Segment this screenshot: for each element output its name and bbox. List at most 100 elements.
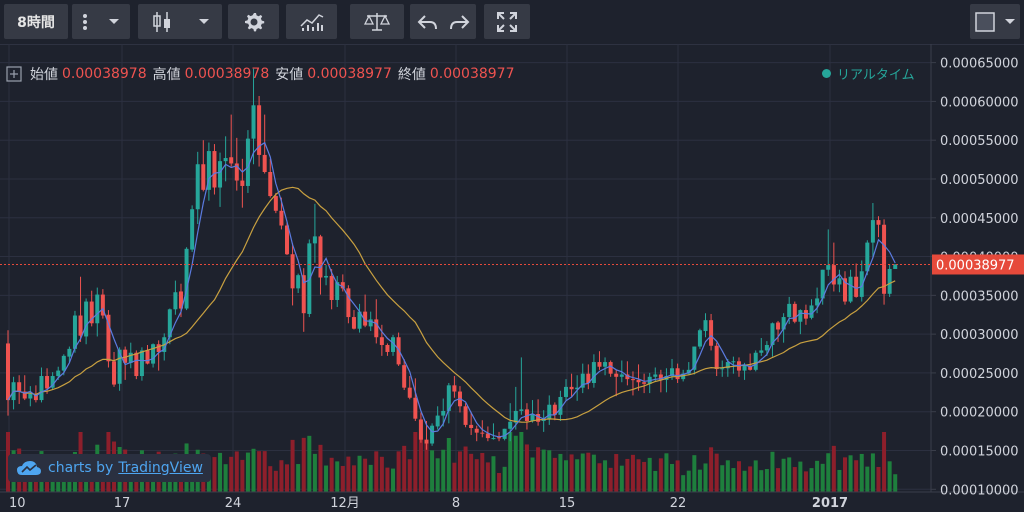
volume-bar [603, 460, 608, 492]
volume-bar [792, 467, 797, 492]
color-theme-button[interactable] [970, 4, 1020, 39]
candle-body [363, 311, 368, 326]
candle-body [848, 276, 853, 302]
candle-body [731, 361, 736, 363]
redo-icon[interactable] [449, 13, 471, 31]
candle-body [887, 268, 892, 294]
volume-bar [787, 457, 792, 492]
candle-body [619, 374, 624, 377]
settings-button[interactable] [228, 4, 279, 39]
last-price-label: 0.00038977 [936, 258, 1015, 273]
candle-body [815, 298, 820, 306]
candle-body [61, 355, 66, 371]
candle-body [112, 361, 117, 385]
candle-body [424, 439, 429, 444]
candle-body [279, 210, 284, 226]
candle-body [781, 317, 786, 330]
candle-body [435, 415, 440, 427]
candle-body [675, 368, 680, 380]
open-value: 0.00038978 [62, 66, 147, 82]
compare-button[interactable] [350, 4, 404, 39]
candle-body [630, 379, 635, 381]
candle-body [803, 310, 808, 319]
candle-body [6, 343, 10, 401]
ohlc-legend: 始値 0.00038978 高値 0.00038978 安値 0.00038977 終… [6, 64, 521, 84]
volume-bar [619, 465, 624, 492]
candle-body [519, 409, 524, 411]
candle-body [882, 224, 887, 294]
chevron-down-icon [1004, 18, 1015, 24]
candle-body [184, 248, 189, 309]
candle-body [463, 406, 468, 425]
candle-body [206, 151, 211, 190]
price-chart[interactable]: 0.00065000 0.00060000 0.00055000 0.00050000… [0, 44, 1024, 512]
candlesticks [6, 68, 898, 450]
volume-bar [753, 460, 758, 492]
volume-bar [424, 441, 429, 492]
expand-box-icon[interactable] [6, 66, 22, 82]
indicators-button[interactable] [286, 4, 337, 39]
volume-bar [218, 452, 223, 492]
volume-bar [859, 453, 864, 492]
candle-body [318, 236, 323, 278]
candle-body [385, 344, 390, 352]
volume-bar [714, 453, 719, 492]
candle-body [346, 288, 351, 318]
candle-body [195, 164, 200, 210]
tradingview-watermark[interactable]: charts by TradingView [8, 454, 211, 482]
candle-body [580, 373, 585, 388]
chart-style-button[interactable] [138, 4, 222, 39]
volume-bar [513, 435, 518, 492]
volume-bar [385, 467, 390, 492]
volume-bar [474, 459, 479, 492]
candle-body [234, 163, 239, 181]
candle-body [759, 350, 764, 353]
candle-body [446, 385, 451, 411]
candle-body [764, 344, 769, 351]
volume-bar [636, 459, 641, 492]
volume-bar [379, 456, 384, 492]
interval-menu-button[interactable] [72, 4, 130, 39]
volume-bar [262, 451, 267, 492]
candle-body [245, 138, 250, 186]
candle-body [145, 350, 150, 364]
cloud-logo-icon [17, 461, 41, 475]
candle-body [17, 382, 22, 392]
candle-body [530, 414, 535, 422]
slow-moving-average-line [7, 186, 896, 423]
candle-body [285, 225, 289, 255]
volume-bar [703, 463, 708, 492]
low-value: 0.00038977 [307, 66, 392, 82]
price-tick-label: 0.00060000 [940, 95, 1019, 110]
volume-bar [809, 468, 814, 492]
price-tick-label: 0.00065000 [940, 57, 1019, 72]
volume-bar [446, 438, 451, 492]
candle-body [273, 196, 278, 211]
candle-body [50, 376, 55, 388]
candle-body [865, 242, 870, 272]
interval-button[interactable]: 8時間 [4, 4, 68, 39]
volume-bar [407, 459, 412, 492]
low-label: 安値 [275, 67, 304, 83]
candle-body [324, 275, 329, 278]
candle-body [223, 158, 228, 162]
undo-icon[interactable] [416, 13, 438, 31]
candle-body [692, 346, 697, 370]
volume-bar [212, 457, 217, 492]
candle-body [151, 344, 156, 364]
volume-bar [340, 465, 345, 492]
volume-bar [642, 461, 647, 492]
volume-bar [441, 449, 446, 492]
volume-bar [692, 455, 697, 492]
candle-body [134, 352, 139, 377]
volume-bar [742, 470, 747, 492]
candle-body [329, 275, 334, 300]
time-tick-label: 12月 [330, 496, 360, 511]
volume-bar [831, 445, 836, 492]
candle-body [714, 345, 719, 370]
volume-bar [469, 453, 474, 492]
volume-bar [658, 458, 663, 492]
fullscreen-button[interactable] [484, 4, 530, 39]
candle-body [513, 410, 518, 423]
candle-body [725, 362, 730, 369]
